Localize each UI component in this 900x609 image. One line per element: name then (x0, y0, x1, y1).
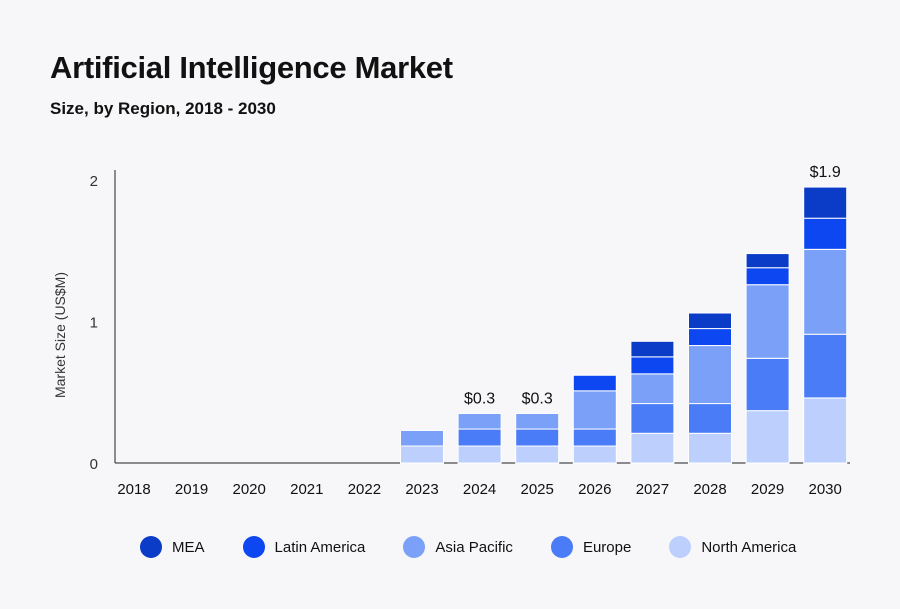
bar-segment (803, 397, 848, 464)
bar-segment (745, 410, 790, 464)
bar-segment (803, 186, 848, 219)
data-label: $0.3 (464, 390, 495, 407)
y-tick-label: 1 (90, 315, 98, 332)
x-tick-label: 2018 (117, 481, 150, 498)
legend-swatch (550, 536, 573, 558)
x-tick-label: 2028 (693, 481, 726, 498)
chart-legend: MEA Latin America Asia Pacific Europe North … (140, 536, 834, 558)
bar-segment (688, 312, 732, 330)
bar-segment (803, 217, 848, 250)
bar-segment (688, 403, 732, 434)
bar-segment (745, 267, 790, 286)
bar-segment (630, 340, 675, 358)
bar-segment (515, 428, 560, 447)
bar-segment (400, 445, 444, 464)
x-tick-label: 2020 (233, 481, 266, 498)
bar-segment (630, 403, 675, 434)
x-tick-label: 2021 (290, 481, 323, 498)
bar-segment (803, 248, 848, 335)
legend-swatch (242, 536, 265, 558)
bar-segment (688, 345, 732, 405)
bar-segment (572, 374, 617, 392)
x-tick-label: 2030 (809, 481, 842, 498)
x-tick-label: 2022 (348, 481, 381, 498)
bar-segment (515, 412, 560, 430)
bar-segment (803, 333, 848, 399)
bar-segment (457, 412, 502, 430)
bar-segment (515, 445, 560, 464)
legend-swatch (140, 536, 162, 558)
y-tick-label: 0 (90, 456, 98, 473)
bar-segment (400, 429, 444, 447)
legend-swatch (403, 536, 426, 558)
legend-label: Latin America (274, 538, 366, 556)
legend-swatch (669, 536, 692, 558)
bar-segment (688, 432, 732, 464)
x-tick-label: 2019 (175, 481, 208, 498)
legend-item: Asia Pacific (403, 536, 513, 558)
legend-label: Asia Pacific (435, 538, 513, 556)
y-tick-label: 2 (90, 173, 98, 190)
x-tick-label: 2027 (636, 481, 669, 498)
bar-segment (572, 428, 617, 447)
bar-segment (572, 390, 617, 430)
bar-segment (745, 357, 790, 412)
bar-segment (688, 328, 732, 347)
x-tick-label: 2024 (463, 481, 496, 498)
x-tick-label: 2026 (578, 481, 611, 498)
bar-segment (457, 445, 502, 464)
bar-segment (457, 428, 502, 447)
bar-segment (630, 373, 675, 405)
x-tick-label: 2023 (405, 481, 438, 498)
legend-item: MEA (140, 536, 205, 558)
legend-label: MEA (172, 538, 205, 556)
legend-item: Europe (550, 536, 632, 558)
bar-segment (630, 356, 675, 375)
bar-segment (745, 284, 790, 359)
legend-label: North America (701, 538, 797, 556)
x-tick-label: 2029 (751, 481, 784, 498)
x-tick-label: 2025 (521, 481, 554, 498)
data-label: $0.3 (522, 390, 553, 407)
bar-segment (630, 432, 675, 464)
legend-label: Europe (582, 538, 632, 556)
chart-subtitle: Size, by Region, 2018 - 2030 (50, 99, 276, 118)
bar-segment (572, 445, 617, 464)
data-label: $1.9 (810, 164, 841, 181)
chart-title: Artificial Intelligence Market (50, 50, 453, 85)
y-axis-label: Market Size (US$M) (52, 272, 68, 398)
legend-item: Latin America (242, 536, 366, 558)
legend-item: North America (669, 536, 796, 558)
bar-segment (745, 253, 790, 269)
